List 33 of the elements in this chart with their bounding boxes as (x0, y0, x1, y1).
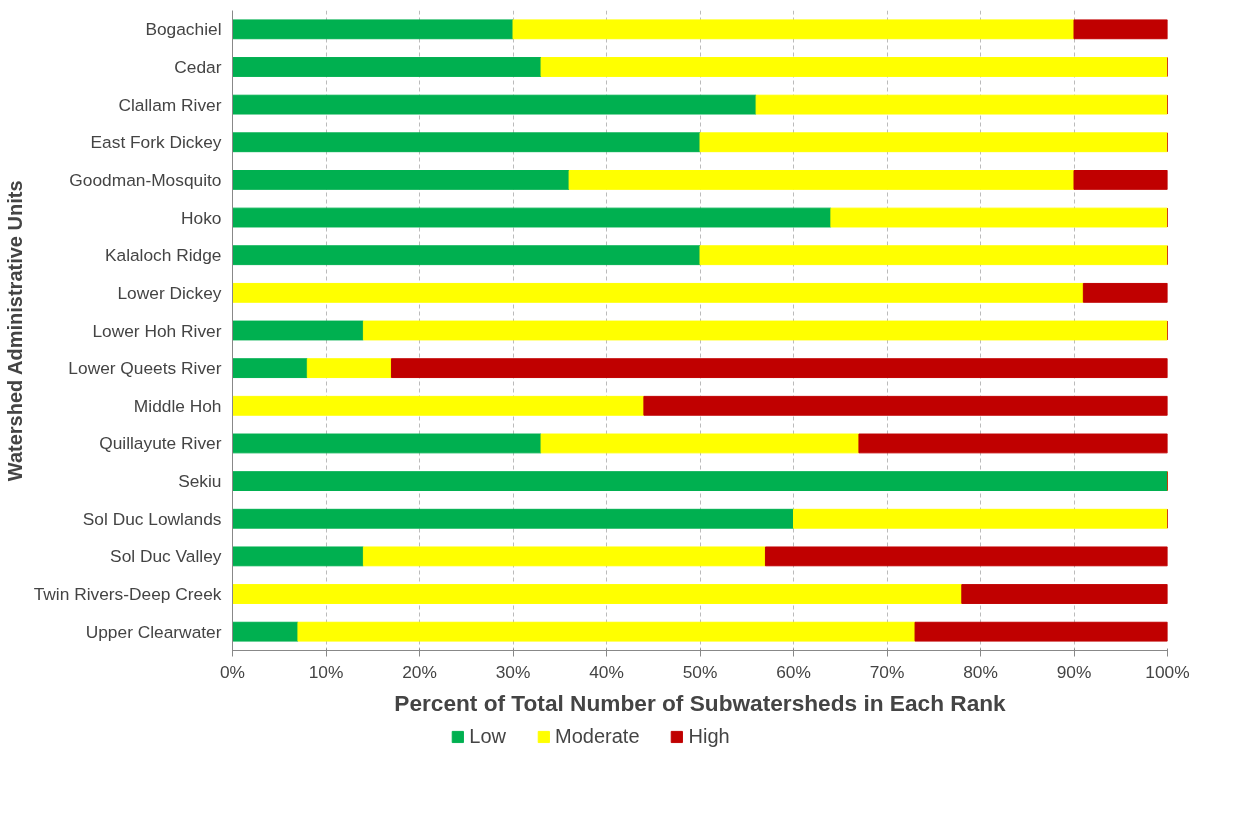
y-tick-label: Lower Queets River (68, 358, 222, 379)
y-tick-label: Kalaloch Ridge (104, 245, 222, 266)
legend-label: High (688, 724, 730, 748)
y-tick-label: Upper Clearwater (85, 621, 222, 642)
y-tick-label: Sol Duc Valley (110, 546, 222, 567)
y-tick-label: Sekiu (178, 471, 222, 492)
x-tick-label: 90% (1056, 661, 1092, 682)
y-tick-label: Lower Dickey (117, 282, 222, 303)
x-tick-label: 20% (402, 661, 437, 682)
y-tick-label: Hoko (181, 207, 222, 228)
y-tick-label: Goodman-Mosquito (69, 169, 222, 190)
x-tick-label: 60% (776, 661, 811, 682)
x-tick-label: 50% (682, 661, 718, 682)
y-tick-label: Bogachiel (145, 19, 222, 40)
x-tick-label: 30% (495, 661, 531, 682)
x-tick-label: 40% (589, 661, 624, 682)
y-tick-label: Sol Duc Lowlands (82, 508, 222, 529)
y-tick-label: Middle Hoh (133, 395, 222, 416)
y-tick-label: Twin Rivers-Deep Creek (33, 584, 222, 605)
x-axis-title: Percent of Total Number of Subwatersheds in Each Rank (394, 689, 1007, 716)
x-tick-label: 100% (1145, 661, 1190, 682)
y-axis-title: Watershed Administrative Units (3, 180, 26, 482)
legend-label: Moderate (555, 724, 640, 748)
x-tick-label: 0% (219, 661, 246, 682)
y-tick-label: East Fork Dickey (90, 132, 222, 153)
y-tick-label: Lower Hoh River (92, 320, 222, 341)
y-tick-label: Clallam River (118, 94, 222, 115)
x-tick-label: 70% (869, 661, 905, 682)
y-tick-label: Quillayute River (99, 433, 222, 454)
x-tick-label: 80% (963, 661, 998, 682)
y-tick-label: Cedar (174, 56, 222, 77)
legend-label: Low (469, 724, 507, 748)
x-tick-label: 10% (308, 661, 344, 682)
